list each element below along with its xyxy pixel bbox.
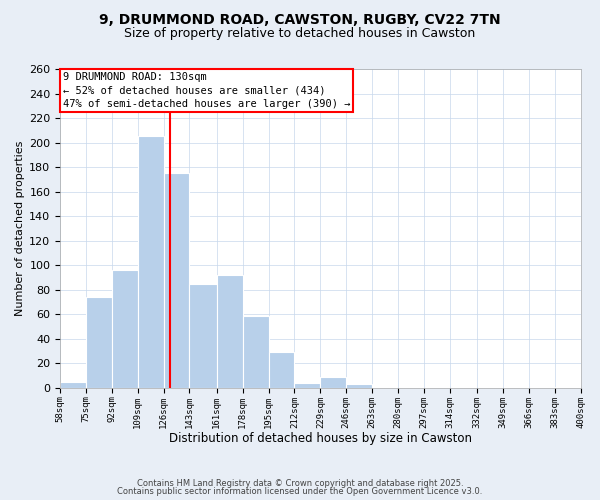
Text: 9 DRUMMOND ROAD: 130sqm
← 52% of detached houses are smaller (434)
47% of semi-d: 9 DRUMMOND ROAD: 130sqm ← 52% of detache…	[63, 72, 350, 108]
Bar	[243, 316, 269, 388]
Bar	[217, 275, 243, 388]
Bar	[320, 377, 346, 388]
Bar	[112, 270, 138, 388]
Y-axis label: Number of detached properties: Number of detached properties	[15, 141, 25, 316]
Bar	[138, 136, 164, 388]
Bar	[269, 352, 295, 388]
Text: Contains HM Land Registry data © Crown copyright and database right 2025.: Contains HM Land Registry data © Crown c…	[137, 478, 463, 488]
Text: Contains public sector information licensed under the Open Government Licence v3: Contains public sector information licen…	[118, 487, 482, 496]
Text: Size of property relative to detached houses in Cawston: Size of property relative to detached ho…	[124, 28, 476, 40]
Text: 9, DRUMMOND ROAD, CAWSTON, RUGBY, CV22 7TN: 9, DRUMMOND ROAD, CAWSTON, RUGBY, CV22 7…	[99, 12, 501, 26]
Bar	[295, 383, 320, 388]
Bar	[86, 297, 112, 388]
Bar	[60, 382, 86, 388]
Bar	[164, 174, 190, 388]
Bar	[346, 384, 372, 388]
Bar	[190, 284, 217, 388]
X-axis label: Distribution of detached houses by size in Cawston: Distribution of detached houses by size …	[169, 432, 472, 445]
Bar	[554, 386, 581, 388]
